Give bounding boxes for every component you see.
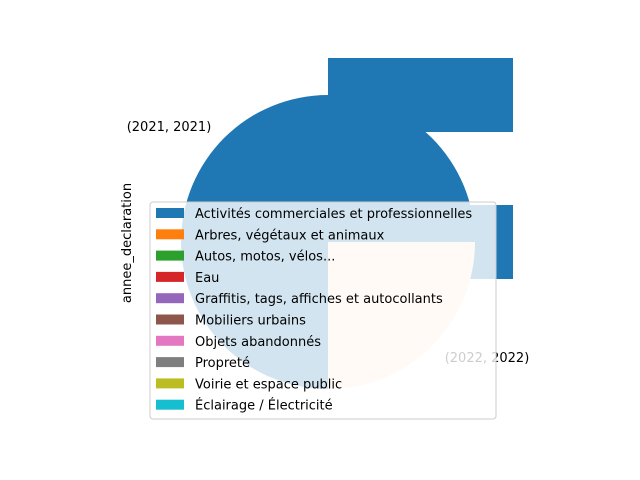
legend-label-3: Eau xyxy=(195,271,219,286)
legend-label-9: Éclairage / Électricité xyxy=(195,398,333,414)
legend-swatch-1 xyxy=(156,229,184,240)
legend-label-6: Objets abandonnés xyxy=(195,335,321,350)
legend-swatch-0 xyxy=(156,208,184,218)
pie-slice-label-0: (2021, 2021) xyxy=(127,120,212,135)
legend-swatch-7 xyxy=(156,357,184,368)
legend-swatch-6 xyxy=(156,335,184,346)
legend-swatch-8 xyxy=(156,378,184,389)
legend-label-8: Voirie et espace public xyxy=(195,377,342,392)
legend-swatch-3 xyxy=(156,271,184,282)
legend: Activités commerciales et professionnell… xyxy=(149,201,497,420)
legend-swatch-5 xyxy=(156,314,184,325)
legend-swatch-2 xyxy=(156,250,184,261)
legend-label-7: Propreté xyxy=(195,356,250,371)
legend-label-2: Autos, motos, vélos... xyxy=(195,250,335,265)
legend-swatch-9 xyxy=(156,399,184,410)
legend-label-1: Arbres, végétaux et animaux xyxy=(195,228,385,243)
y-axis-label: annee_declaration xyxy=(120,183,135,303)
legend-label-0: Activités commerciales et professionnell… xyxy=(195,207,472,222)
legend-label-5: Mobiliers urbains xyxy=(195,314,306,329)
legend-label-4: Graffitis, tags, affiches et autocollant… xyxy=(195,292,443,307)
legend-swatch-4 xyxy=(156,293,184,304)
legend-frame xyxy=(149,201,497,420)
